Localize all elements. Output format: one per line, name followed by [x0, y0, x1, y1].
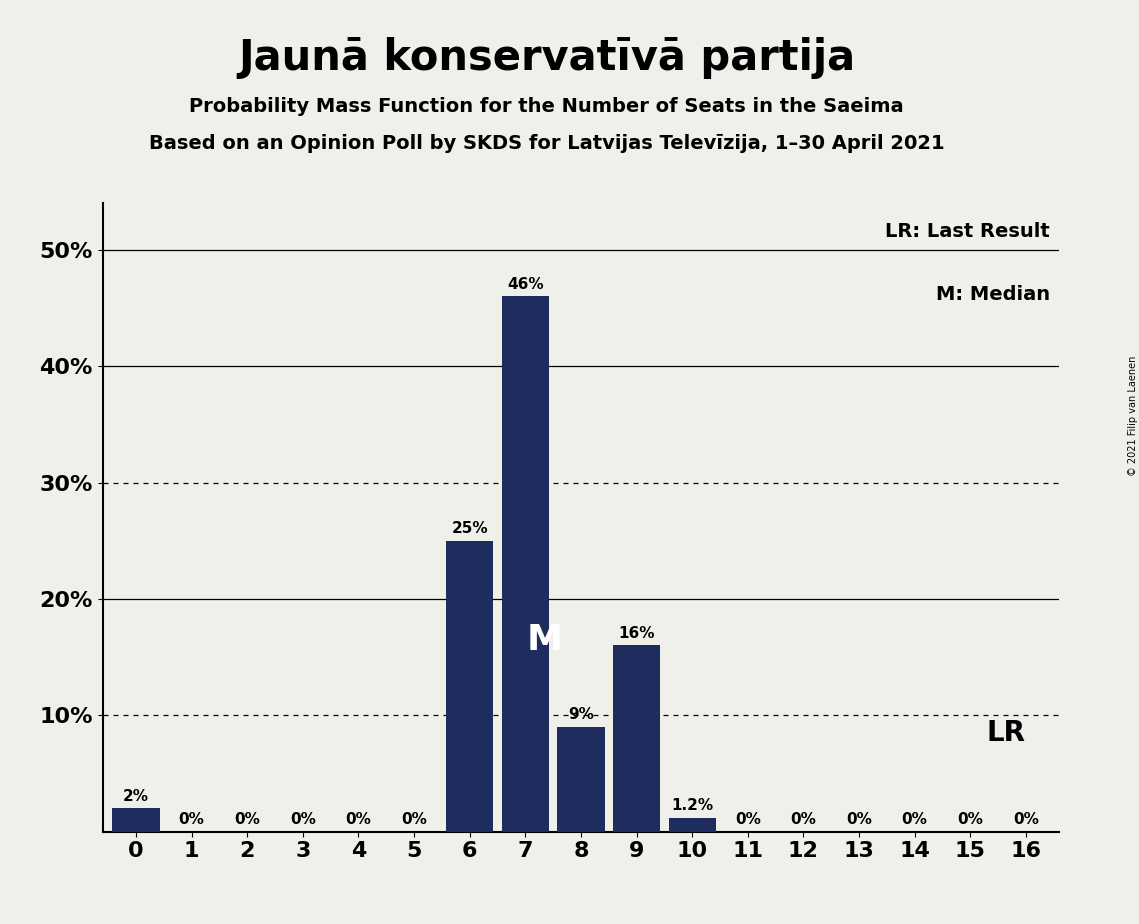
- Text: 0%: 0%: [902, 812, 927, 827]
- Text: M: Median: M: Median: [935, 285, 1050, 304]
- Text: 25%: 25%: [451, 521, 487, 536]
- Text: 0%: 0%: [846, 812, 872, 827]
- Text: 46%: 46%: [507, 276, 543, 292]
- Bar: [501, 297, 549, 832]
- Text: 0%: 0%: [345, 812, 371, 827]
- Text: 1.2%: 1.2%: [671, 798, 713, 813]
- Text: LR: LR: [986, 719, 1026, 747]
- Text: 0%: 0%: [401, 812, 427, 827]
- Text: LR: Last Result: LR: Last Result: [885, 222, 1050, 241]
- Text: © 2021 Filip van Laenen: © 2021 Filip van Laenen: [1129, 356, 1138, 476]
- Text: 0%: 0%: [735, 812, 761, 827]
- Bar: [669, 818, 715, 832]
- Bar: [557, 727, 605, 832]
- Text: 16%: 16%: [618, 626, 655, 640]
- Text: 0%: 0%: [289, 812, 316, 827]
- Bar: [446, 541, 493, 832]
- Text: M: M: [526, 623, 563, 657]
- Text: 0%: 0%: [958, 812, 983, 827]
- Bar: [613, 646, 661, 832]
- Text: Probability Mass Function for the Number of Seats in the Saeima: Probability Mass Function for the Number…: [189, 97, 904, 116]
- Text: Jaunā konservatīvā partija: Jaunā konservatīvā partija: [238, 37, 855, 79]
- Text: 0%: 0%: [790, 812, 817, 827]
- Text: 0%: 0%: [179, 812, 204, 827]
- Text: 0%: 0%: [1013, 812, 1039, 827]
- Text: Based on an Opinion Poll by SKDS for Latvijas Televīzija, 1–30 April 2021: Based on an Opinion Poll by SKDS for Lat…: [149, 134, 944, 153]
- Text: 0%: 0%: [235, 812, 260, 827]
- Bar: [113, 808, 159, 832]
- Text: 2%: 2%: [123, 789, 149, 804]
- Text: 9%: 9%: [568, 707, 593, 723]
